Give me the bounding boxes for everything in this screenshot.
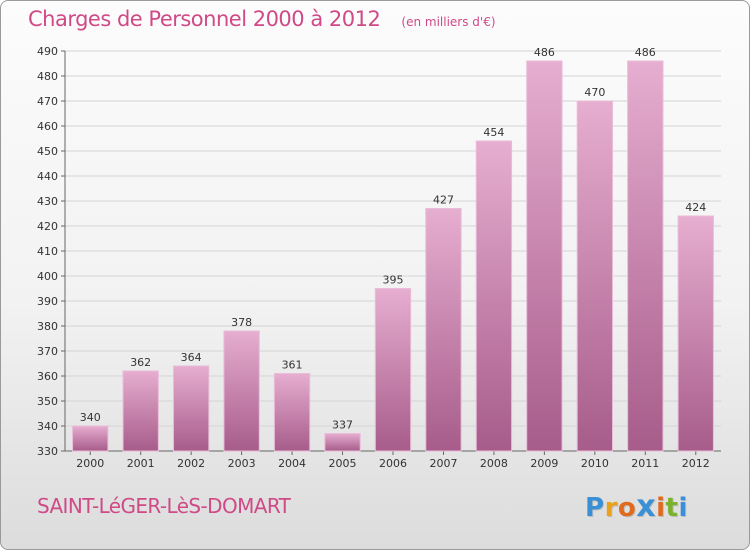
bar-2002 (172, 365, 210, 452)
y-tick-label: 350 (37, 395, 58, 408)
bar-2012 (677, 215, 714, 452)
bar-2003 (223, 330, 260, 452)
logo-letter: P (585, 493, 605, 523)
x-tick-label: 2009 (530, 457, 558, 470)
bar-2008 (475, 140, 513, 452)
bar-value-label: 486 (534, 46, 555, 59)
y-tick-label: 340 (37, 420, 58, 433)
y-tick-label: 400 (37, 270, 58, 283)
x-tick-label: 2002 (177, 457, 205, 470)
bar-2009 (526, 60, 563, 452)
x-tick-label: 2007 (429, 457, 457, 470)
bar-value-labels: 340 362 364 378 361 337 395 427 454 486 470 486 424 (80, 46, 707, 432)
logo-letter: i (656, 493, 666, 523)
y-tick-label: 360 (37, 370, 58, 383)
x-tick-label: 2006 (379, 457, 407, 470)
chart-subtitle: (en milliers d'€) (401, 15, 496, 29)
y-tick-label: 450 (37, 145, 58, 158)
bar-value-label: 424 (685, 201, 706, 214)
commune-name: SAINT-LéGER-LèS-DOMART (37, 494, 291, 518)
x-tick-label: 2012 (682, 457, 710, 470)
bar-value-label: 486 (635, 46, 656, 59)
bar-value-label: 361 (282, 359, 303, 372)
y-tick-label: 370 (37, 345, 58, 358)
y-tick-label: 380 (37, 320, 58, 333)
y-tick-label: 480 (37, 70, 58, 83)
bar-2000 (72, 425, 109, 452)
bar-2007 (425, 208, 462, 452)
y-tick-label: 460 (37, 120, 58, 133)
bar-2001 (122, 370, 159, 452)
proxiti-logo: Proxiti (585, 489, 688, 524)
y-tick-label: 430 (37, 195, 58, 208)
y-tick-label: 490 (37, 45, 58, 58)
tick-labels: 330 340 350 360 370 380 390 400 410 420 430 440 450 4… (37, 45, 710, 470)
y-tick-label: 440 (37, 170, 58, 183)
logo-letter: t (665, 493, 679, 523)
logo-letter: r (604, 493, 618, 523)
y-tick-label: 470 (37, 95, 58, 108)
y-tick-label: 390 (37, 295, 58, 308)
x-tick-label: 2000 (76, 457, 104, 470)
bar-2010 (576, 100, 614, 452)
bar-2004 (273, 373, 311, 452)
y-tick-label: 420 (37, 220, 58, 233)
bar-value-label: 362 (130, 356, 151, 369)
x-tick-label: 2004 (278, 457, 306, 470)
logo-letter: x (636, 489, 657, 524)
bar-2005 (324, 433, 361, 452)
x-tick-label: 2010 (581, 457, 609, 470)
bar-value-label: 340 (80, 411, 101, 424)
bar-value-label: 337 (332, 419, 353, 432)
logo-letter: o (617, 493, 637, 523)
bar-2006 (374, 288, 412, 452)
x-tick-label: 2003 (228, 457, 256, 470)
logo-letter: i (678, 493, 688, 523)
y-tick-label: 410 (37, 245, 58, 258)
x-tick-label: 2001 (127, 457, 155, 470)
bar-value-label: 427 (433, 194, 454, 207)
bar-value-label: 378 (231, 316, 252, 329)
bar-value-label: 454 (483, 126, 504, 139)
x-tick-label: 2005 (329, 457, 357, 470)
x-tick-label: 2011 (631, 457, 659, 470)
bar-2011 (627, 60, 664, 452)
y-tick-label: 330 (37, 445, 58, 458)
title-row: Charges de Personnel 2000 à 2012 (en mil… (28, 7, 496, 31)
x-tick-label: 2008 (480, 457, 508, 470)
bar-value-label: 470 (584, 86, 605, 99)
chart-title: Charges de Personnel 2000 à 2012 (28, 7, 381, 31)
bars (72, 60, 714, 452)
bar-value-label: 364 (181, 351, 202, 364)
bar-value-label: 395 (383, 274, 404, 287)
